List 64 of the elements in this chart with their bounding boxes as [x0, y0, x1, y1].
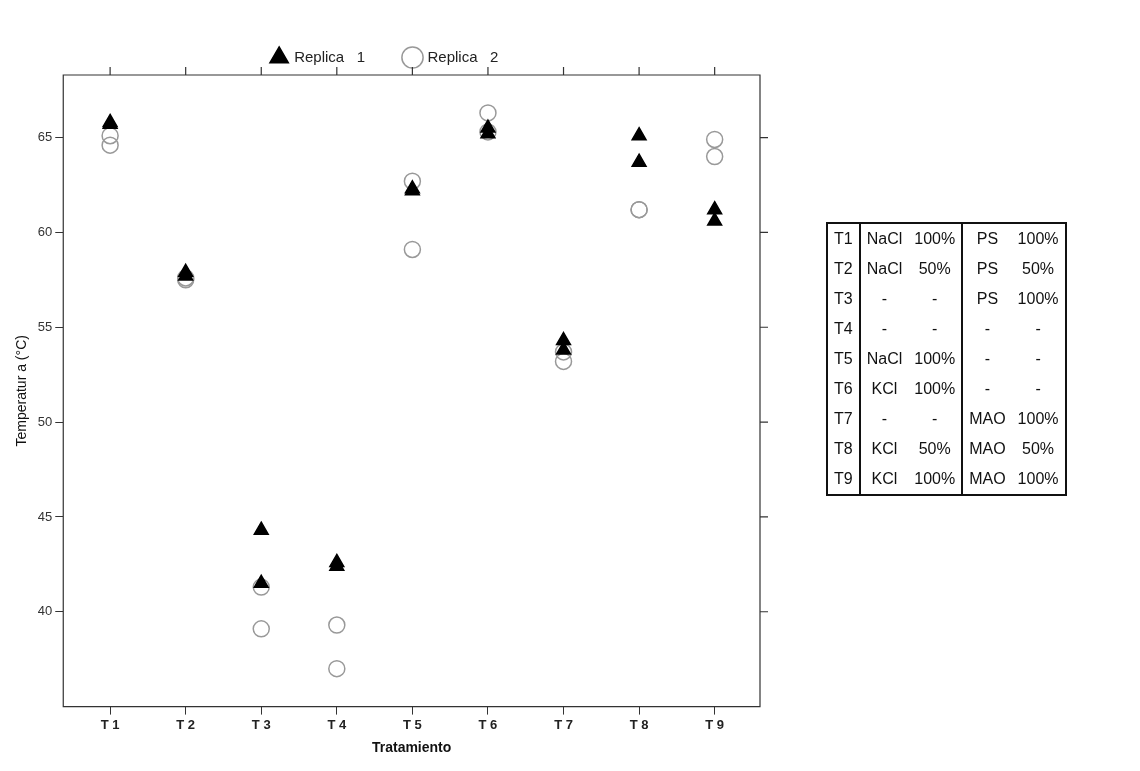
- category-label: T9: [834, 470, 853, 487]
- x-tick-label: T 6: [478, 716, 498, 732]
- category-label: T6: [834, 380, 853, 397]
- category-label: T1: [834, 230, 853, 247]
- y-tick-label: 55: [37, 318, 53, 334]
- text: 50%: [1022, 440, 1055, 457]
- text: MAO: [969, 470, 1006, 487]
- text: 50%: [918, 440, 951, 457]
- text: -: [932, 320, 938, 337]
- y-axis-title: Temperatur a (°C): [13, 335, 30, 447]
- text: -: [984, 320, 991, 337]
- text: 100%: [1017, 230, 1059, 247]
- x-tick-label: T 3: [251, 716, 271, 732]
- category-label: T2: [834, 260, 853, 277]
- category-label: T7: [834, 410, 853, 427]
- text: 100%: [1017, 290, 1059, 307]
- text: -: [984, 380, 991, 397]
- text: 100%: [1017, 470, 1059, 487]
- text: -: [932, 410, 938, 427]
- text: PS: [976, 230, 999, 247]
- x-axis-title: Tratamiento: [371, 739, 452, 756]
- text: -: [1035, 350, 1041, 367]
- x-tick-label: T 1: [100, 716, 120, 732]
- text: 50%: [1022, 260, 1055, 277]
- text: PS: [976, 290, 999, 307]
- text: NaCl: [866, 260, 903, 277]
- x-tick-label: T 8: [629, 716, 649, 732]
- text: -: [881, 410, 888, 427]
- x-tick-label: T 7: [554, 716, 573, 732]
- text: 100%: [914, 350, 956, 367]
- y-tick-label: 40: [37, 603, 53, 619]
- text: 100%: [1017, 410, 1059, 427]
- text: -: [881, 320, 888, 337]
- legend-label: Replica 1: [294, 47, 366, 65]
- category-label: T4: [834, 320, 853, 337]
- text: 100%: [914, 470, 956, 487]
- x-tick-label: T 9: [705, 716, 725, 732]
- text: 100%: [914, 380, 956, 397]
- y-tick-label: 50: [37, 413, 53, 429]
- x-tick-label: T 2: [176, 716, 196, 732]
- text: 50%: [918, 260, 951, 277]
- text: KCl: [871, 470, 898, 487]
- x-tick-label: T 5: [402, 716, 422, 732]
- text: -: [881, 290, 888, 307]
- text: -: [1035, 320, 1041, 337]
- category-label: T3: [834, 290, 853, 307]
- text: PS: [976, 260, 999, 277]
- text: KCl: [871, 380, 898, 397]
- y-tick-label: 65: [37, 129, 53, 145]
- legend-label: Replica 2: [427, 47, 499, 65]
- text: -: [984, 350, 991, 367]
- text: -: [1035, 380, 1041, 397]
- text: MAO: [969, 440, 1006, 457]
- y-tick-label: 45: [37, 508, 53, 524]
- category-label: T8: [834, 440, 853, 457]
- text: MAO: [969, 410, 1006, 427]
- category-label: T5: [834, 350, 853, 367]
- y-tick-label: 60: [37, 224, 53, 239]
- x-tick-label: T 4: [327, 716, 347, 732]
- text: KCl: [871, 440, 898, 457]
- text: NaCl: [866, 350, 903, 367]
- text: -: [932, 290, 938, 307]
- text: 100%: [914, 230, 956, 247]
- text: NaCl: [866, 230, 903, 247]
